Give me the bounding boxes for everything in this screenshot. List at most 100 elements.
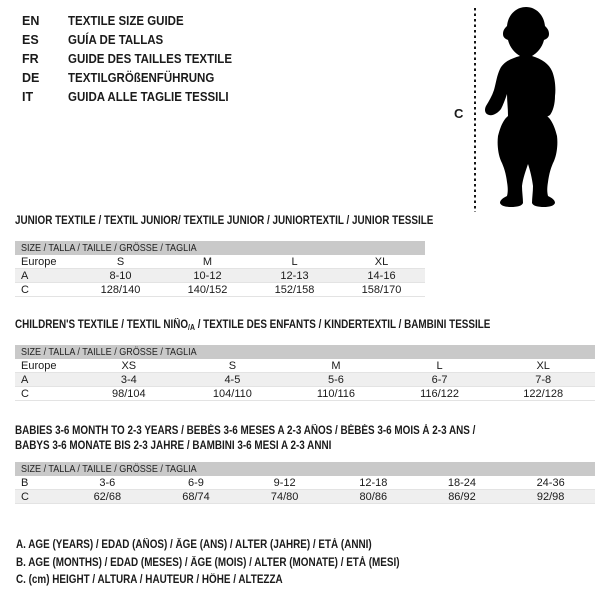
size-cell: XL (338, 255, 425, 269)
row-label-cell: A (15, 268, 77, 283)
baby-silhouette-icon (485, 7, 558, 207)
size-cell: L (251, 255, 338, 269)
size-header-text: SIZE / TALLA / TAILLE / GRÖSSE / TAGLIA (21, 346, 197, 358)
size-cell: 5-6 (284, 372, 388, 387)
table-row-height: C 98/104 104/110 110/116 116/122 122/128 (15, 386, 595, 401)
row-label-cell: C (15, 386, 77, 401)
language-code: ES (22, 32, 39, 47)
note-line-c: C. (cm) HEIGHT / ALTURA / HAUTEUR / HÖHE… (16, 572, 462, 590)
language-row-fr: FR GUIDE DES TAILLES TEXTILE (22, 49, 246, 68)
size-cell: 158/170 (338, 282, 425, 297)
size-cell: 86/92 (417, 489, 507, 504)
size-cell: 12-13 (251, 268, 338, 283)
section-title-text: JUNIOR TEXTILE / TEXTIL JUNIOR/ TEXTILE … (15, 215, 434, 227)
row-label-cell: Europe (15, 255, 77, 269)
size-cell: 62/68 (63, 489, 152, 504)
size-cell: 128/140 (77, 282, 164, 297)
junior-size-table: Europe S M L XL A 8-10 10-12 12-13 14-16… (15, 255, 425, 297)
legend-notes: A. AGE (YEARS) / EDAD (AÑOS) / ÂGE (ANS)… (16, 537, 462, 590)
language-row-de: DE TEXTILGRÖßENFÜHRUNG (22, 68, 246, 87)
section-children-textile: CHILDREN'S TEXTILE / TEXTIL NIÑO/A / TEX… (15, 319, 595, 401)
babies-size-table: B 3-6 6-9 9-12 12-18 18-24 24-36 C 62/68… (15, 476, 595, 504)
row-label-cell: C (15, 282, 77, 297)
size-cell: 3-6 (63, 476, 152, 490)
size-cell: 24-36 (506, 476, 595, 490)
size-cell: 10-12 (164, 268, 251, 283)
size-cell: M (164, 255, 251, 269)
note-text: B. AGE (MONTHS) / EDAD (MESES) / ÂGE (MO… (16, 556, 400, 569)
note-text: A. AGE (YEARS) / EDAD (AÑOS) / ÂGE (ANS)… (16, 539, 372, 551)
children-size-table: Europe XS S M L XL A 3-4 4-5 5-6 6-7 7-8… (15, 359, 595, 401)
note-text: C. (cm) HEIGHT / ALTURA / HAUTEUR / HÖHE… (16, 574, 283, 586)
size-cell: 9-12 (240, 476, 329, 490)
section-junior-textile: JUNIOR TEXTILE / TEXTIL JUNIOR/ TEXTILE … (15, 215, 433, 297)
table-row-age: A 3-4 4-5 5-6 6-7 7-8 (15, 372, 595, 387)
size-cell: 140/152 (164, 282, 251, 297)
row-label-cell: Europe (15, 359, 77, 373)
language-list: EN TEXTILE SIZE GUIDE ES GUÍA DE TALLAS … (22, 11, 246, 106)
language-title: GUÍA DE TALLAS (68, 32, 164, 47)
subscript-text: /A (188, 323, 195, 332)
size-cell: 80/86 (328, 489, 418, 504)
height-dashed-line (474, 8, 476, 212)
language-title: GUIDE DES TAILLES TEXTILE (68, 51, 233, 66)
language-title: GUIDA ALLE TAGLIE TESSILI (68, 89, 229, 104)
size-cell: 74/80 (240, 489, 329, 504)
section-title-text: CHILDREN'S TEXTILE / TEXTIL NIÑO/A / TEX… (15, 319, 491, 332)
size-cell: S (77, 255, 164, 269)
size-cell: 3-4 (77, 372, 181, 387)
size-cell: 98/104 (77, 386, 181, 401)
size-cell: XL (491, 359, 595, 373)
size-cell: 6-7 (387, 372, 492, 387)
section-title: BABIES 3-6 MONTH TO 2-3 YEARS / BEBÉS 3-… (15, 424, 595, 454)
table-row-age-months: B 3-6 6-9 9-12 12-18 18-24 24-36 (15, 476, 595, 490)
size-header-bar: SIZE / TALLA / TAILLE / GRÖSSE / TAGLIA (15, 462, 595, 476)
size-cell: 110/116 (284, 386, 388, 401)
section-title: CHILDREN'S TEXTILE / TEXTIL NIÑO/A / TEX… (15, 319, 595, 332)
size-cell: 4-5 (180, 372, 285, 387)
size-cell: XS (77, 359, 181, 373)
table-row-europe: Europe XS S M L XL (15, 359, 595, 373)
section-title-text: BABYS 3-6 MONATE BIS 2-3 JAHRE / BAMBINI… (15, 440, 332, 452)
table-row-height: C 62/68 68/74 74/80 80/86 86/92 92/98 (15, 489, 595, 504)
size-cell: S (180, 359, 285, 373)
language-row-en: EN TEXTILE SIZE GUIDE (22, 11, 246, 30)
row-label-cell: A (15, 372, 77, 387)
size-cell: 7-8 (491, 372, 595, 387)
row-label-cell: C (15, 489, 63, 504)
language-row-it: IT GUIDA ALLE TAGLIE TESSILI (22, 87, 246, 106)
note-line-a: A. AGE (YEARS) / EDAD (AÑOS) / ÂGE (ANS)… (16, 537, 462, 555)
language-code: FR (22, 51, 39, 66)
table-row-height: C 128/140 140/152 152/158 158/170 (15, 282, 425, 297)
language-title: TEXTILGRÖßENFÜHRUNG (68, 70, 215, 85)
language-code: IT (22, 89, 34, 104)
table-row-age: A 8-10 10-12 12-13 14-16 (15, 268, 425, 283)
language-code: DE (22, 70, 40, 85)
note-line-b: B. AGE (MONTHS) / EDAD (MESES) / ÂGE (MO… (16, 555, 462, 573)
size-cell: 8-10 (77, 268, 164, 283)
size-cell: 116/122 (387, 386, 492, 401)
row-label-cell: B (15, 476, 63, 490)
section-title-text: BABIES 3-6 MONTH TO 2-3 YEARS / BEBÉS 3-… (15, 425, 476, 437)
language-code: EN (22, 13, 40, 28)
size-cell: 122/128 (491, 386, 595, 401)
size-cell: 6-9 (151, 476, 241, 490)
size-cell: L (387, 359, 492, 373)
section-title-line2: BABYS 3-6 MONATE BIS 2-3 JAHRE / BAMBINI… (15, 439, 595, 454)
size-cell: 104/110 (180, 386, 285, 401)
height-label: C (454, 106, 464, 121)
size-cell: 14-16 (338, 268, 425, 283)
section-title-line1: BABIES 3-6 MONTH TO 2-3 YEARS / BEBÉS 3-… (15, 424, 595, 439)
size-header-text: SIZE / TALLA / TAILLE / GRÖSSE / TAGLIA (21, 242, 197, 254)
table-row-europe: Europe S M L XL (15, 255, 425, 269)
size-cell: 18-24 (417, 476, 507, 490)
size-cell: 68/74 (151, 489, 241, 504)
size-header-bar: SIZE / TALLA / TAILLE / GRÖSSE / TAGLIA (15, 241, 425, 255)
language-title: TEXTILE SIZE GUIDE (68, 13, 184, 28)
size-header-bar: SIZE / TALLA / TAILLE / GRÖSSE / TAGLIA (15, 345, 595, 359)
language-row-es: ES GUÍA DE TALLAS (22, 30, 246, 49)
size-cell: 152/158 (251, 282, 338, 297)
size-cell: 92/98 (506, 489, 595, 504)
size-cell: 12-18 (328, 476, 418, 490)
size-cell: M (284, 359, 388, 373)
